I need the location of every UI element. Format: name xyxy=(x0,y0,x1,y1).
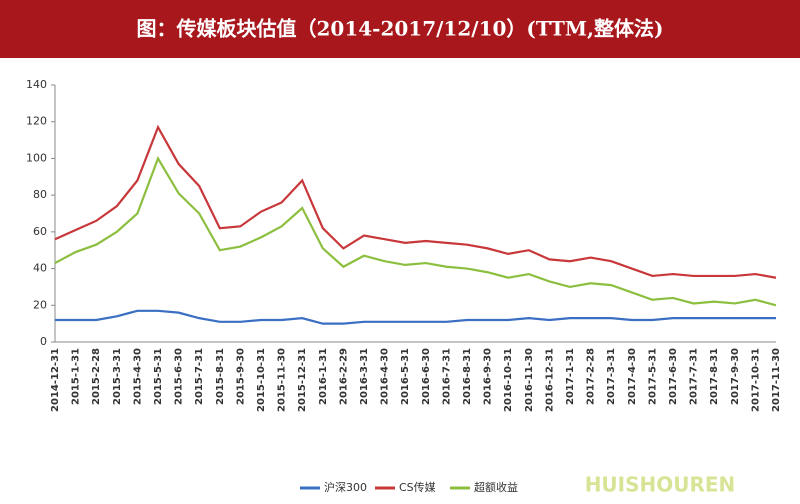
y-tick-label: 0 xyxy=(40,335,47,348)
x-tick-label: 2015-2-28 xyxy=(91,348,102,405)
x-tick-label: 2017-1-31 xyxy=(565,348,576,405)
x-tick-label: 2015-10-31 xyxy=(256,348,267,412)
y-tick-label: 40 xyxy=(33,262,47,275)
chart-title: 图：传媒板块估值（2014-2017/12/10）(TTM,整体法) xyxy=(137,17,664,41)
x-tick-label: 2015-5-31 xyxy=(153,348,164,405)
x-tick-label: 2016-4-30 xyxy=(380,348,391,405)
title-banner xyxy=(0,0,800,58)
x-tick-label: 2015-3-31 xyxy=(112,348,123,405)
x-tick-label: 2015-1-31 xyxy=(71,348,82,405)
x-tick-label: 2017-9-30 xyxy=(730,348,741,405)
x-tick-label: 2017-5-31 xyxy=(647,348,658,405)
y-tick-label: 140 xyxy=(26,78,47,91)
x-tick-label: 2017-7-31 xyxy=(689,348,700,405)
x-tick-label: 2016-3-31 xyxy=(359,348,370,405)
x-tick-label: 2017-4-30 xyxy=(627,348,638,405)
x-tick-label: 2017-11-30 xyxy=(771,348,782,412)
x-tick-label: 2017-2-28 xyxy=(586,348,597,405)
x-tick-label: 2016-8-31 xyxy=(462,348,473,405)
x-tick-label: 2016-11-30 xyxy=(524,348,535,412)
series-line xyxy=(55,309,776,325)
x-tick-label: 2016-2-29 xyxy=(338,348,349,405)
legend-label: 超额收益 xyxy=(474,480,518,494)
x-tick-label: 2015-11-30 xyxy=(277,348,288,412)
x-tick-label: 2015-4-30 xyxy=(132,348,143,405)
y-tick-label: 100 xyxy=(26,151,47,164)
x-tick-label: 2015-9-30 xyxy=(235,348,246,405)
y-tick-label: 120 xyxy=(26,115,47,128)
series-line xyxy=(54,155,777,307)
y-tick-label: 20 xyxy=(33,298,47,311)
x-tick-label: 2015-6-30 xyxy=(174,348,185,405)
watermark: HUISHOUREN xyxy=(585,473,736,497)
y-tick-label: 60 xyxy=(33,225,47,238)
x-tick-label: 2016-9-30 xyxy=(483,348,494,405)
x-tick-label: 2014-12-31 xyxy=(50,348,61,412)
x-tick-label: 2016-12-31 xyxy=(544,348,555,412)
x-tick-label: 2015-7-31 xyxy=(194,348,205,405)
x-tick-label: 2016-6-30 xyxy=(421,348,432,405)
series-line xyxy=(54,124,777,279)
x-tick-label: 2016-7-31 xyxy=(441,348,452,405)
x-tick-label: 2016-1-31 xyxy=(318,348,329,405)
y-tick-label: 80 xyxy=(33,188,47,201)
x-tick-label: 2016-5-31 xyxy=(400,348,411,405)
legend-label: 沪深300 xyxy=(324,480,367,494)
x-tick-label: 2017-10-31 xyxy=(750,348,761,412)
x-tick-label: 2015-8-31 xyxy=(215,348,226,405)
x-tick-label: 2017-3-31 xyxy=(606,348,617,405)
legend-label: CS传媒 xyxy=(399,481,436,494)
x-tick-label: 2016-10-31 xyxy=(503,348,514,412)
x-tick-label: 2017-8-31 xyxy=(709,348,720,405)
x-tick-label: 2017-6-30 xyxy=(668,348,679,405)
x-tick-label: 2015-12-31 xyxy=(297,348,308,412)
